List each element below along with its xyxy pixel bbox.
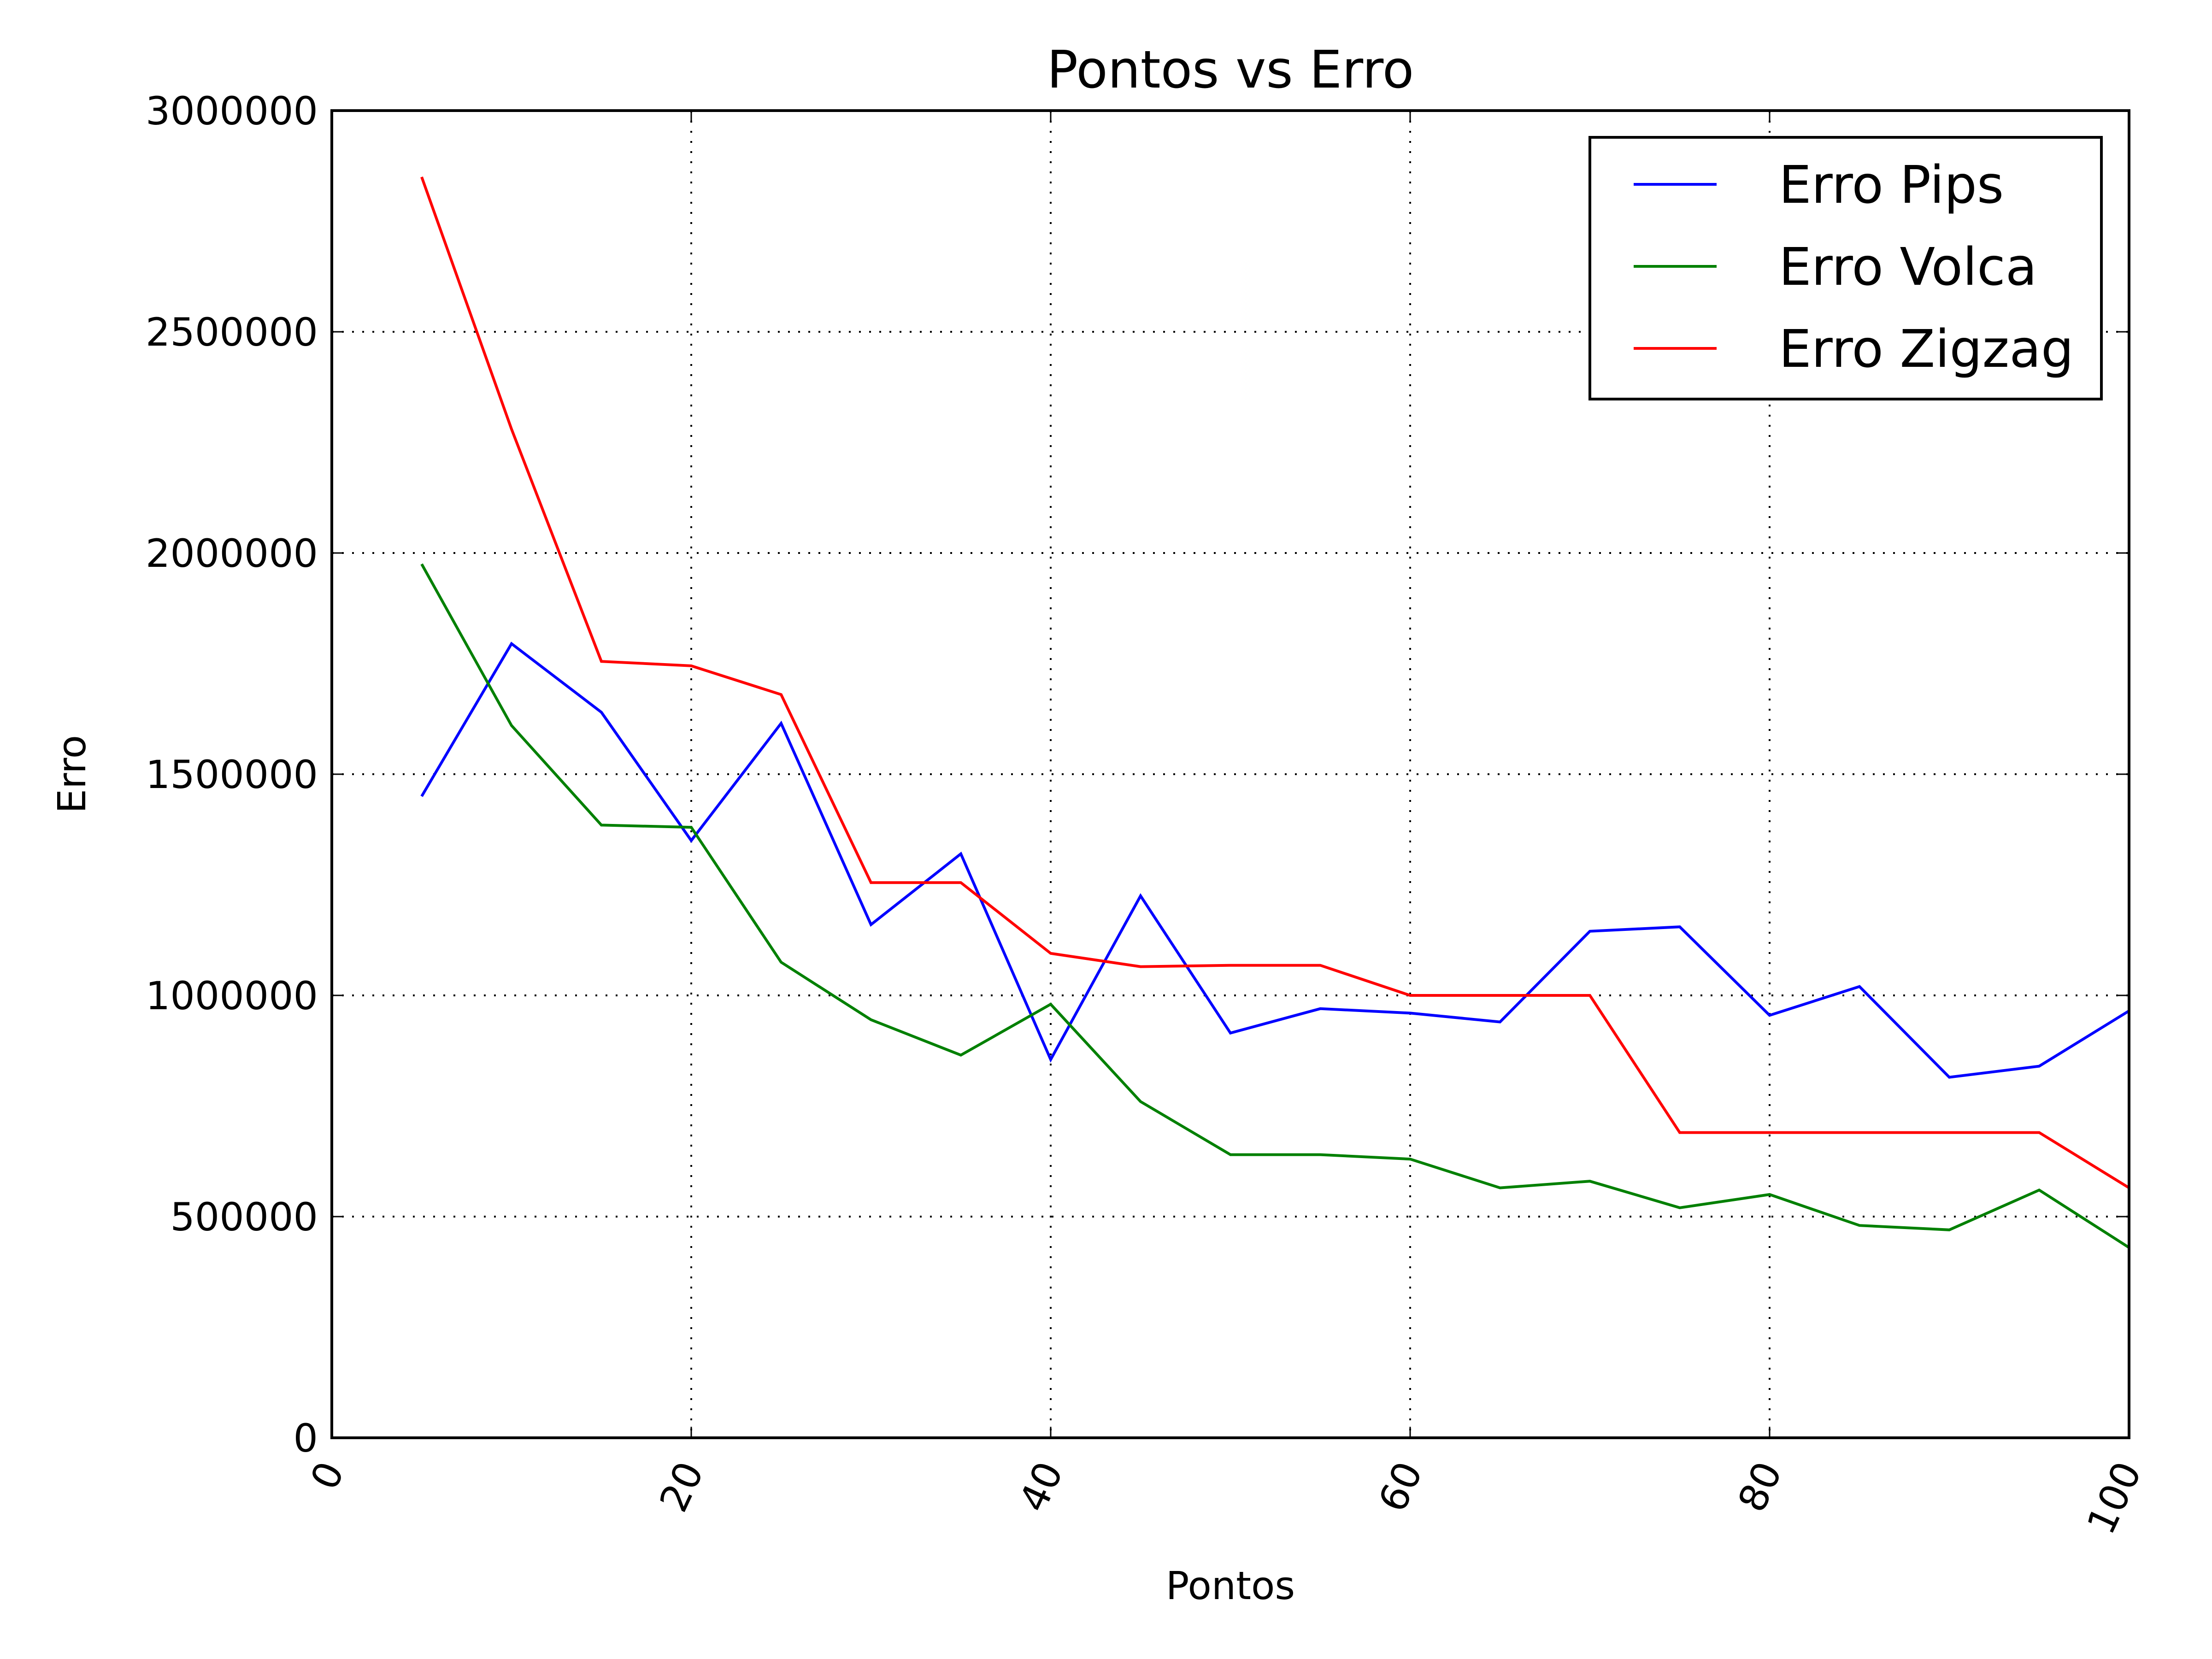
x-axis-label: Pontos	[1166, 1563, 1295, 1608]
grid	[332, 111, 2129, 1438]
legend-box	[1588, 136, 2103, 400]
y-tick-label: 1500000	[146, 752, 318, 797]
series-line-erro-zigzag	[420, 176, 2130, 1189]
axis-ticks	[331, 110, 2130, 1439]
legend-label-erro-volca: Erro Volca	[1779, 237, 2037, 297]
y-tick-label: 3000000	[146, 88, 318, 134]
series-line-erro-pips	[420, 641, 2130, 1079]
y-tick-label: 2000000	[146, 531, 318, 576]
y-tick-label: 0	[294, 1416, 318, 1461]
legend-entries: Erro Pips Erro Volca Erro Zigzag	[1634, 155, 2074, 379]
y-tick-labels: 0 500000 1000000 1500000 2000000 2500000 30000…	[146, 88, 318, 1461]
y-tick-label: 500000	[170, 1194, 318, 1240]
y-tick-label: 1000000	[146, 973, 318, 1018]
series-line-erro-volca	[420, 563, 2130, 1249]
legend-label-erro-zigzag: Erro Zigzag	[1779, 319, 2074, 379]
legend: Erro Pips Erro Volca Erro Zigzag	[1588, 136, 2103, 400]
legend-label-erro-pips: Erro Pips	[1779, 155, 2004, 215]
chart-title: Pontos vs Erro	[1047, 40, 1414, 100]
y-tick-label: 2500000	[146, 310, 318, 355]
y-axis-label: Erro	[49, 735, 94, 813]
series-lines	[420, 176, 2130, 1249]
